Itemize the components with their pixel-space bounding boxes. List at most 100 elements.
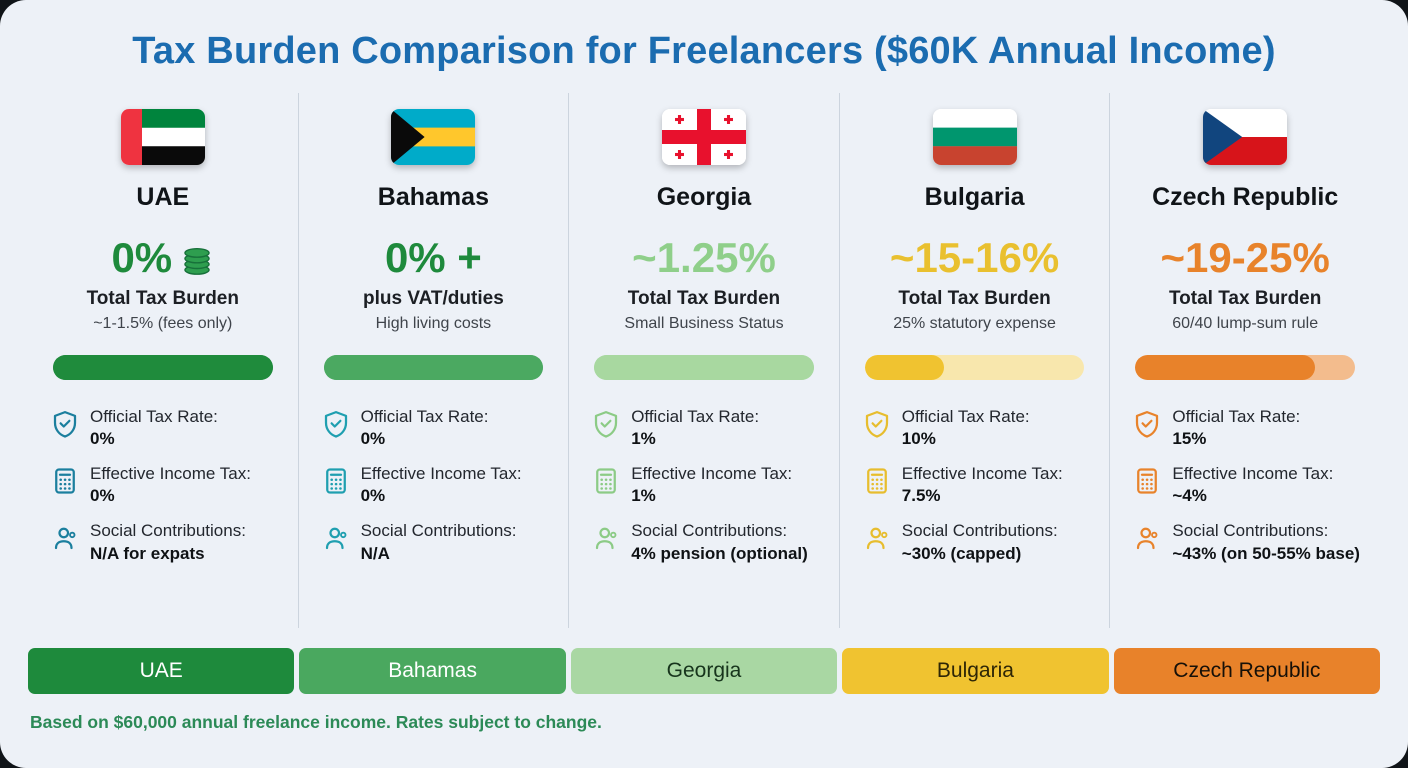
detail-label: Social Contributions: [631, 521, 788, 541]
coins-icon [180, 241, 214, 275]
tax-burden-bar [323, 355, 544, 381]
detail-label: Effective Income Tax: [90, 464, 251, 484]
headline-text: 0% + [384, 234, 482, 281]
calculator-icon [1132, 466, 1162, 496]
detail-row: Effective Income Tax: 1% [591, 463, 829, 507]
detail-value: ~43% (on 50-55% base) [1172, 543, 1360, 563]
country-column-bulgaria: Bulgaria ~15-16% Total Tax Burden 25% st… [838, 93, 1110, 628]
detail-row: Official Tax Rate: 1% [591, 406, 829, 450]
tax-burden-bar-fill [594, 355, 814, 381]
detail-list: Official Tax Rate: 15% Effective Income … [1120, 406, 1370, 565]
country-columns: UAE 0% Total Tax Burden ~1-1.5% (fees on [28, 93, 1380, 628]
detail-row: Effective Income Tax: 0% [50, 463, 288, 507]
person-icon [862, 523, 892, 553]
tax-burden-note: High living costs [375, 315, 492, 333]
calculator-icon [591, 466, 621, 496]
tax-burden-note: 25% statutory expense [893, 315, 1056, 333]
detail-list: Official Tax Rate: 0% Effective Income T… [309, 406, 559, 565]
detail-label: Effective Income Tax: [631, 464, 793, 484]
tax-burden-note: 60/40 lump-sum rule [1172, 315, 1319, 333]
detail-label: Official Tax Rate: [901, 407, 1030, 427]
country-name: Czech Republic [1152, 183, 1339, 211]
detail-value: 4% pension (optional) [631, 543, 808, 563]
person-icon [50, 523, 80, 553]
headline-text: 0% [111, 234, 173, 281]
country-column-uae: UAE 0% Total Tax Burden ~1-1.5% (fees on [28, 93, 298, 628]
footnote: Based on $60,000 annual freelance income… [30, 712, 602, 732]
tax-burden-headline: ~19-25% [1120, 234, 1370, 281]
detail-row: Social Contributions: 4% pension (option… [591, 520, 829, 564]
czech-republic-flag [1203, 109, 1288, 165]
calculator-icon [862, 466, 892, 496]
detail-value: 0% [90, 429, 115, 449]
detail-value: 0% [90, 486, 115, 506]
tax-burden-subtitle: Total Tax Burden [86, 288, 239, 310]
detail-label: Effective Income Tax: [1172, 464, 1334, 484]
legend-item-bulgaria: Bulgaria [842, 648, 1109, 694]
bulgaria-flag [932, 109, 1017, 165]
detail-label: Effective Income Tax: [901, 464, 1063, 484]
country-column-czech-republic: Czech Republic ~19-25% Total Tax Burden … [1109, 93, 1380, 628]
country-name: Bulgaria [924, 183, 1025, 211]
tax-burden-bar-fill [323, 355, 544, 381]
detail-row: Social Contributions: ~30% (capped) [862, 520, 1100, 564]
detail-value: 1% [631, 486, 656, 506]
detail-value: 0% [360, 429, 386, 449]
detail-row: Effective Income Tax: 7.5% [862, 463, 1100, 507]
detail-value: N/A for expats [90, 543, 205, 563]
detail-value: ~30% (capped) [901, 543, 1022, 563]
tax-burden-headline: ~1.25% [579, 234, 829, 281]
shield-check-icon [321, 409, 351, 439]
headline-text: ~1.25% [632, 234, 776, 281]
detail-row: Effective Income Tax: ~4% [1132, 463, 1370, 507]
headline-text: ~19-25% [1160, 234, 1330, 281]
uae-flag [120, 109, 205, 165]
calculator-icon [50, 466, 80, 496]
detail-row: Official Tax Rate: 0% [50, 406, 288, 450]
detail-label: Official Tax Rate: [360, 407, 489, 427]
tax-burden-headline: 0% [38, 234, 288, 281]
page-title: Tax Burden Comparison for Freelancers ($… [132, 30, 1276, 72]
tax-burden-subtitle: Total Tax Burden [898, 288, 1051, 310]
tax-burden-bar [594, 355, 814, 381]
shield-check-icon [591, 409, 621, 439]
detail-list: Official Tax Rate: 10% Effective Income … [850, 406, 1100, 565]
detail-row: Social Contributions: ~43% (on 50-55% ba… [1132, 520, 1370, 564]
georgia-flag [661, 109, 746, 165]
detail-row: Official Tax Rate: 15% [1132, 406, 1370, 450]
detail-label: Official Tax Rate: [90, 407, 218, 427]
detail-value: 15% [1172, 429, 1207, 449]
detail-label: Social Contributions: [901, 521, 1058, 541]
detail-row: Social Contributions: N/A for expats [50, 520, 288, 564]
country-name: UAE [136, 183, 190, 211]
headline-text: ~15-16% [889, 234, 1060, 281]
detail-label: Social Contributions: [360, 521, 517, 541]
tax-burden-bar [52, 355, 273, 381]
person-icon [321, 523, 351, 553]
tax-burden-bar-fill [1135, 355, 1316, 381]
detail-row: Official Tax Rate: 10% [862, 406, 1100, 450]
person-icon [1132, 523, 1162, 553]
bahamas-flag [391, 109, 476, 165]
detail-value: N/A [360, 543, 390, 563]
tax-burden-note: Small Business Status [624, 315, 784, 333]
tax-burden-subtitle: plus VAT/duties [363, 288, 504, 310]
legend-item-uae: UAE [28, 648, 295, 694]
country-column-bahamas: Bahamas 0% + plus VAT/duties High living… [297, 93, 569, 628]
shield-check-icon [50, 409, 80, 439]
tax-burden-headline: ~15-16% [850, 234, 1100, 281]
detail-value: ~4% [1172, 486, 1207, 506]
country-name: Bahamas [377, 183, 489, 211]
detail-label: Official Tax Rate: [1172, 407, 1301, 427]
person-icon [591, 523, 621, 553]
tax-burden-subtitle: Total Tax Burden [1168, 288, 1322, 310]
detail-value: 7.5% [901, 486, 941, 506]
detail-label: Social Contributions: [90, 521, 246, 541]
legend-item-czech-republic: Czech Republic [1113, 648, 1381, 694]
tax-burden-note: ~1-1.5% (fees only) [93, 315, 233, 333]
detail-row: Official Tax Rate: 0% [321, 406, 559, 450]
legend-item-bahamas: Bahamas [299, 648, 566, 694]
country-name: Georgia [656, 183, 752, 211]
tax-burden-subtitle: Total Tax Burden [627, 288, 781, 310]
